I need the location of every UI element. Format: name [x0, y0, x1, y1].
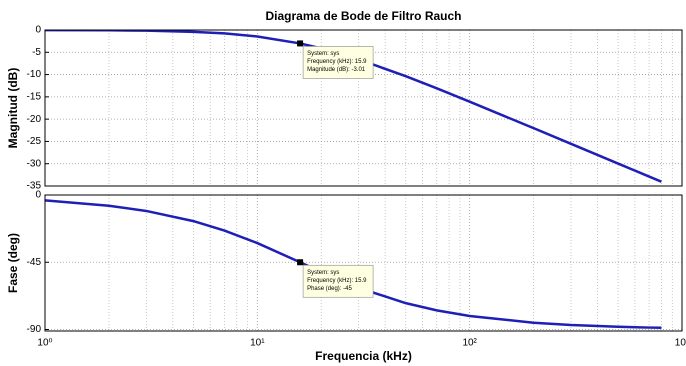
y-tick-label: -90: [27, 324, 42, 335]
y-tick-label: -5: [32, 47, 41, 58]
y-axis-label: Fase (deg): [6, 233, 20, 293]
datatip-box: [302, 46, 374, 79]
x-tick-label: 10⁰: [37, 338, 52, 349]
y-tick-label: 0: [35, 25, 41, 36]
y-tick-label: -15: [27, 91, 42, 102]
x-tick-label: 10²: [462, 338, 477, 349]
y-tick-label: -25: [27, 136, 42, 147]
plot-frame: [44, 29, 683, 187]
datatip-marker: [297, 259, 304, 266]
y-tick-label: -10: [27, 69, 42, 80]
datatip-marker: [297, 40, 304, 47]
y-tick-label: -30: [27, 158, 42, 169]
y-tick-label: -35: [27, 181, 42, 192]
datatip-text: System: sys: [307, 51, 339, 57]
x-tick-label: 10¹: [250, 338, 265, 349]
datatip-text: Frequency (kHz): 15.9: [307, 278, 367, 284]
chart-title: Diagrama de Bode de Filtro Rauch: [265, 9, 461, 23]
plot-area: [45, 195, 682, 331]
y-tick-label: -20: [27, 114, 42, 125]
datatip-text: System: sys: [307, 270, 339, 276]
y-axis-label: Magnitud (dB): [6, 68, 20, 149]
x-tick-label: 10³: [675, 338, 686, 349]
x-axis-label: Frequencia (kHz): [315, 349, 412, 363]
datatip-text: Magnitude (dB): -3.01: [307, 67, 366, 73]
datatip-text: Phase (deg): -45: [307, 286, 352, 292]
y-tick-label: -45: [27, 257, 42, 268]
datatip-box: [302, 264, 374, 298]
datatip-text: Frequency (kHz): 15.9: [307, 59, 367, 65]
y-tick-label: 0: [35, 190, 41, 201]
plot-frame: [44, 194, 683, 332]
